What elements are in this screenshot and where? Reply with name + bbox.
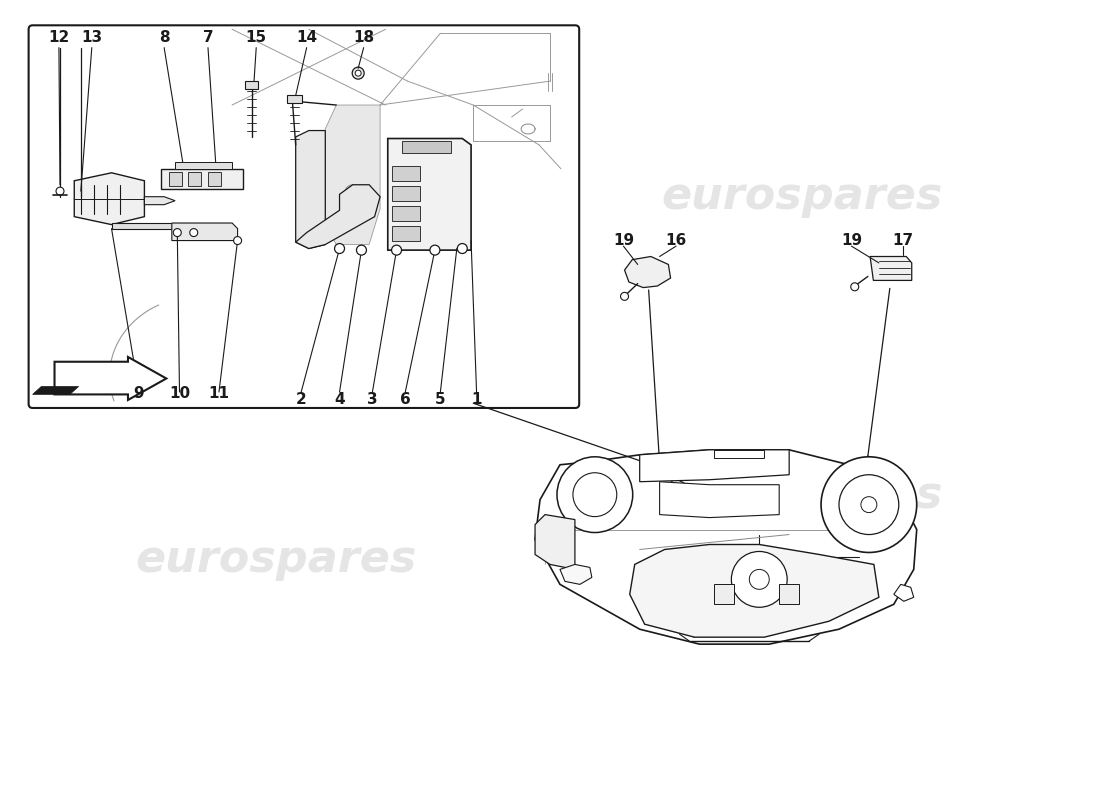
Circle shape [352, 67, 364, 79]
Polygon shape [714, 584, 735, 604]
Polygon shape [870, 257, 912, 281]
Circle shape [458, 243, 468, 254]
Bar [393, 226, 419, 241]
Polygon shape [296, 130, 326, 249]
Text: 11: 11 [209, 386, 230, 401]
Text: eurospares: eurospares [661, 175, 943, 218]
Text: 4: 4 [334, 393, 344, 407]
Bar [208, 172, 221, 186]
Circle shape [850, 283, 859, 290]
Polygon shape [144, 197, 175, 205]
Polygon shape [625, 257, 671, 287]
Polygon shape [172, 223, 238, 241]
Bar [188, 172, 201, 186]
Circle shape [334, 243, 344, 254]
Polygon shape [388, 138, 471, 250]
Circle shape [430, 245, 440, 255]
Bar [168, 172, 182, 186]
Circle shape [356, 245, 366, 255]
Circle shape [573, 473, 617, 517]
Text: 7: 7 [202, 30, 213, 45]
Polygon shape [894, 584, 914, 602]
Circle shape [190, 229, 198, 237]
Text: eurospares: eurospares [135, 538, 417, 581]
Polygon shape [287, 95, 303, 103]
Circle shape [344, 185, 361, 201]
Text: 12: 12 [48, 30, 69, 45]
Polygon shape [75, 173, 144, 225]
Polygon shape [161, 169, 243, 189]
Polygon shape [33, 386, 78, 394]
Text: 13: 13 [81, 30, 102, 45]
Polygon shape [629, 545, 879, 637]
Circle shape [355, 70, 361, 76]
Polygon shape [640, 450, 789, 482]
Text: 6: 6 [400, 393, 410, 407]
Polygon shape [535, 514, 575, 570]
Circle shape [342, 220, 352, 230]
Polygon shape [660, 482, 779, 518]
Polygon shape [326, 105, 381, 245]
Text: 18: 18 [353, 30, 374, 45]
Bar [393, 206, 419, 221]
Polygon shape [535, 450, 916, 644]
Text: 3: 3 [367, 393, 377, 407]
Circle shape [233, 237, 242, 245]
Polygon shape [245, 81, 258, 89]
Circle shape [861, 497, 877, 513]
Polygon shape [560, 565, 592, 584]
Polygon shape [779, 584, 799, 604]
Circle shape [557, 457, 632, 533]
Text: 14: 14 [296, 30, 317, 45]
Circle shape [392, 245, 402, 255]
Circle shape [821, 457, 916, 553]
Circle shape [732, 551, 788, 607]
Bar [393, 186, 419, 201]
Circle shape [839, 474, 899, 534]
Circle shape [620, 292, 628, 300]
Bar [402, 141, 451, 153]
Circle shape [174, 229, 182, 237]
Text: eurospares: eurospares [661, 474, 943, 517]
Text: 2: 2 [296, 393, 307, 407]
Polygon shape [296, 185, 381, 249]
Text: 1: 1 [471, 393, 482, 407]
Text: 10: 10 [169, 386, 190, 401]
FancyBboxPatch shape [29, 26, 580, 408]
Text: 8: 8 [158, 30, 169, 45]
Circle shape [749, 570, 769, 590]
Text: 9: 9 [133, 386, 144, 401]
Text: 5: 5 [436, 393, 446, 407]
Bar [393, 166, 419, 181]
Text: 15: 15 [245, 30, 267, 45]
Polygon shape [111, 223, 232, 229]
Polygon shape [714, 450, 764, 458]
Text: 19: 19 [840, 233, 862, 248]
Text: 17: 17 [892, 233, 913, 248]
Text: 16: 16 [666, 233, 686, 248]
Circle shape [56, 187, 64, 195]
Text: 19: 19 [613, 233, 634, 248]
Polygon shape [55, 357, 166, 400]
Polygon shape [175, 162, 232, 169]
